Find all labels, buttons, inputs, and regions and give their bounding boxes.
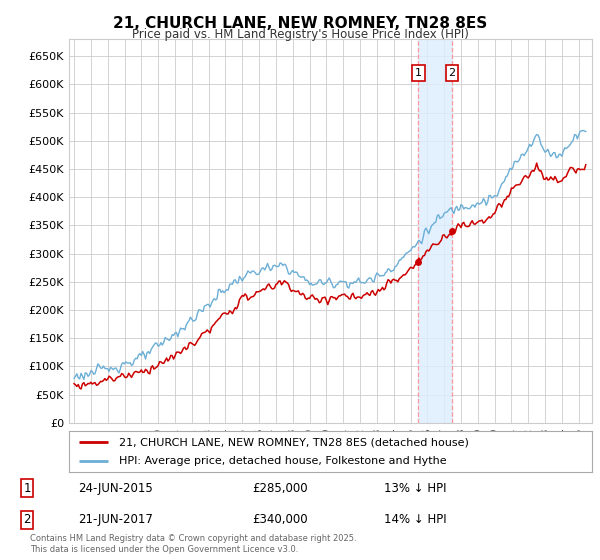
Text: 24-JUN-2015: 24-JUN-2015 [78, 482, 153, 495]
Text: 13% ↓ HPI: 13% ↓ HPI [384, 482, 446, 495]
Text: 1: 1 [23, 482, 31, 495]
Text: HPI: Average price, detached house, Folkestone and Hythe: HPI: Average price, detached house, Folk… [119, 456, 446, 465]
Text: £340,000: £340,000 [252, 513, 308, 526]
Text: 2: 2 [448, 68, 455, 78]
Text: 1: 1 [415, 68, 422, 78]
Text: Contains HM Land Registry data © Crown copyright and database right 2025.
This d: Contains HM Land Registry data © Crown c… [30, 534, 356, 554]
Bar [418, 39, 452, 423]
Text: 21-JUN-2017: 21-JUN-2017 [78, 513, 153, 526]
Text: £285,000: £285,000 [252, 482, 308, 495]
Text: Price paid vs. HM Land Registry's House Price Index (HPI): Price paid vs. HM Land Registry's House … [131, 28, 469, 41]
Text: 21, CHURCH LANE, NEW ROMNEY, TN28 8ES (detached house): 21, CHURCH LANE, NEW ROMNEY, TN28 8ES (d… [119, 437, 469, 447]
Text: 21, CHURCH LANE, NEW ROMNEY, TN28 8ES: 21, CHURCH LANE, NEW ROMNEY, TN28 8ES [113, 16, 487, 31]
Text: 14% ↓ HPI: 14% ↓ HPI [384, 513, 446, 526]
Text: 2: 2 [23, 513, 31, 526]
